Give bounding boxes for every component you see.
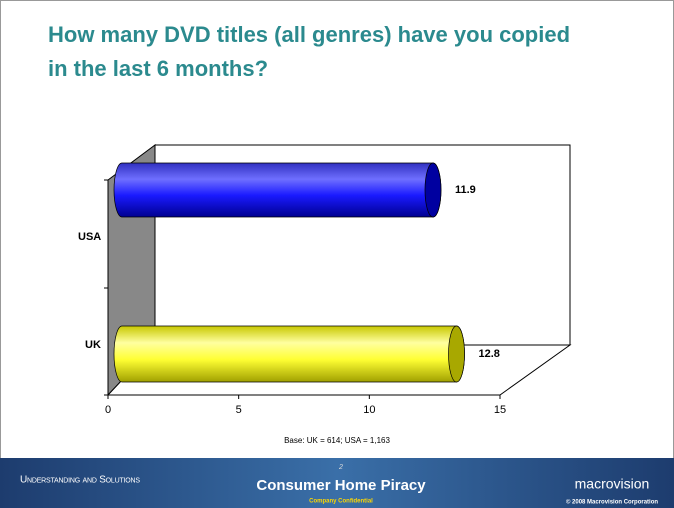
x-tick-label: 15 bbox=[494, 404, 506, 416]
brand: macrovision bbox=[575, 476, 650, 492]
x-tick-label: 5 bbox=[236, 404, 242, 416]
confidential: Company Confidential bbox=[309, 499, 373, 505]
footer-bar bbox=[0, 458, 674, 508]
bar-cap bbox=[424, 162, 442, 218]
bar-cap bbox=[448, 325, 465, 383]
slide-title: How many DVD titles (all genres) have yo… bbox=[48, 22, 571, 81]
page-number: 2 bbox=[338, 464, 343, 471]
base-note: Base: UK = 614; USA = 1,163 bbox=[284, 436, 390, 445]
footer-left: Understanding and Solutions bbox=[20, 475, 140, 486]
bar bbox=[113, 162, 442, 218]
x-tick-label: 0 bbox=[105, 404, 111, 416]
value-label: 11.9 bbox=[455, 184, 476, 196]
y-tick-label: USA bbox=[78, 231, 101, 243]
y-tick-label: UK bbox=[85, 339, 101, 351]
bar bbox=[113, 325, 465, 383]
x-tick-label: 10 bbox=[363, 404, 375, 416]
footer-title: Consumer Home Piracy bbox=[256, 477, 426, 494]
copyright: © 2008 Macrovision Corporation bbox=[566, 499, 658, 506]
value-label: 12.8 bbox=[479, 348, 500, 360]
